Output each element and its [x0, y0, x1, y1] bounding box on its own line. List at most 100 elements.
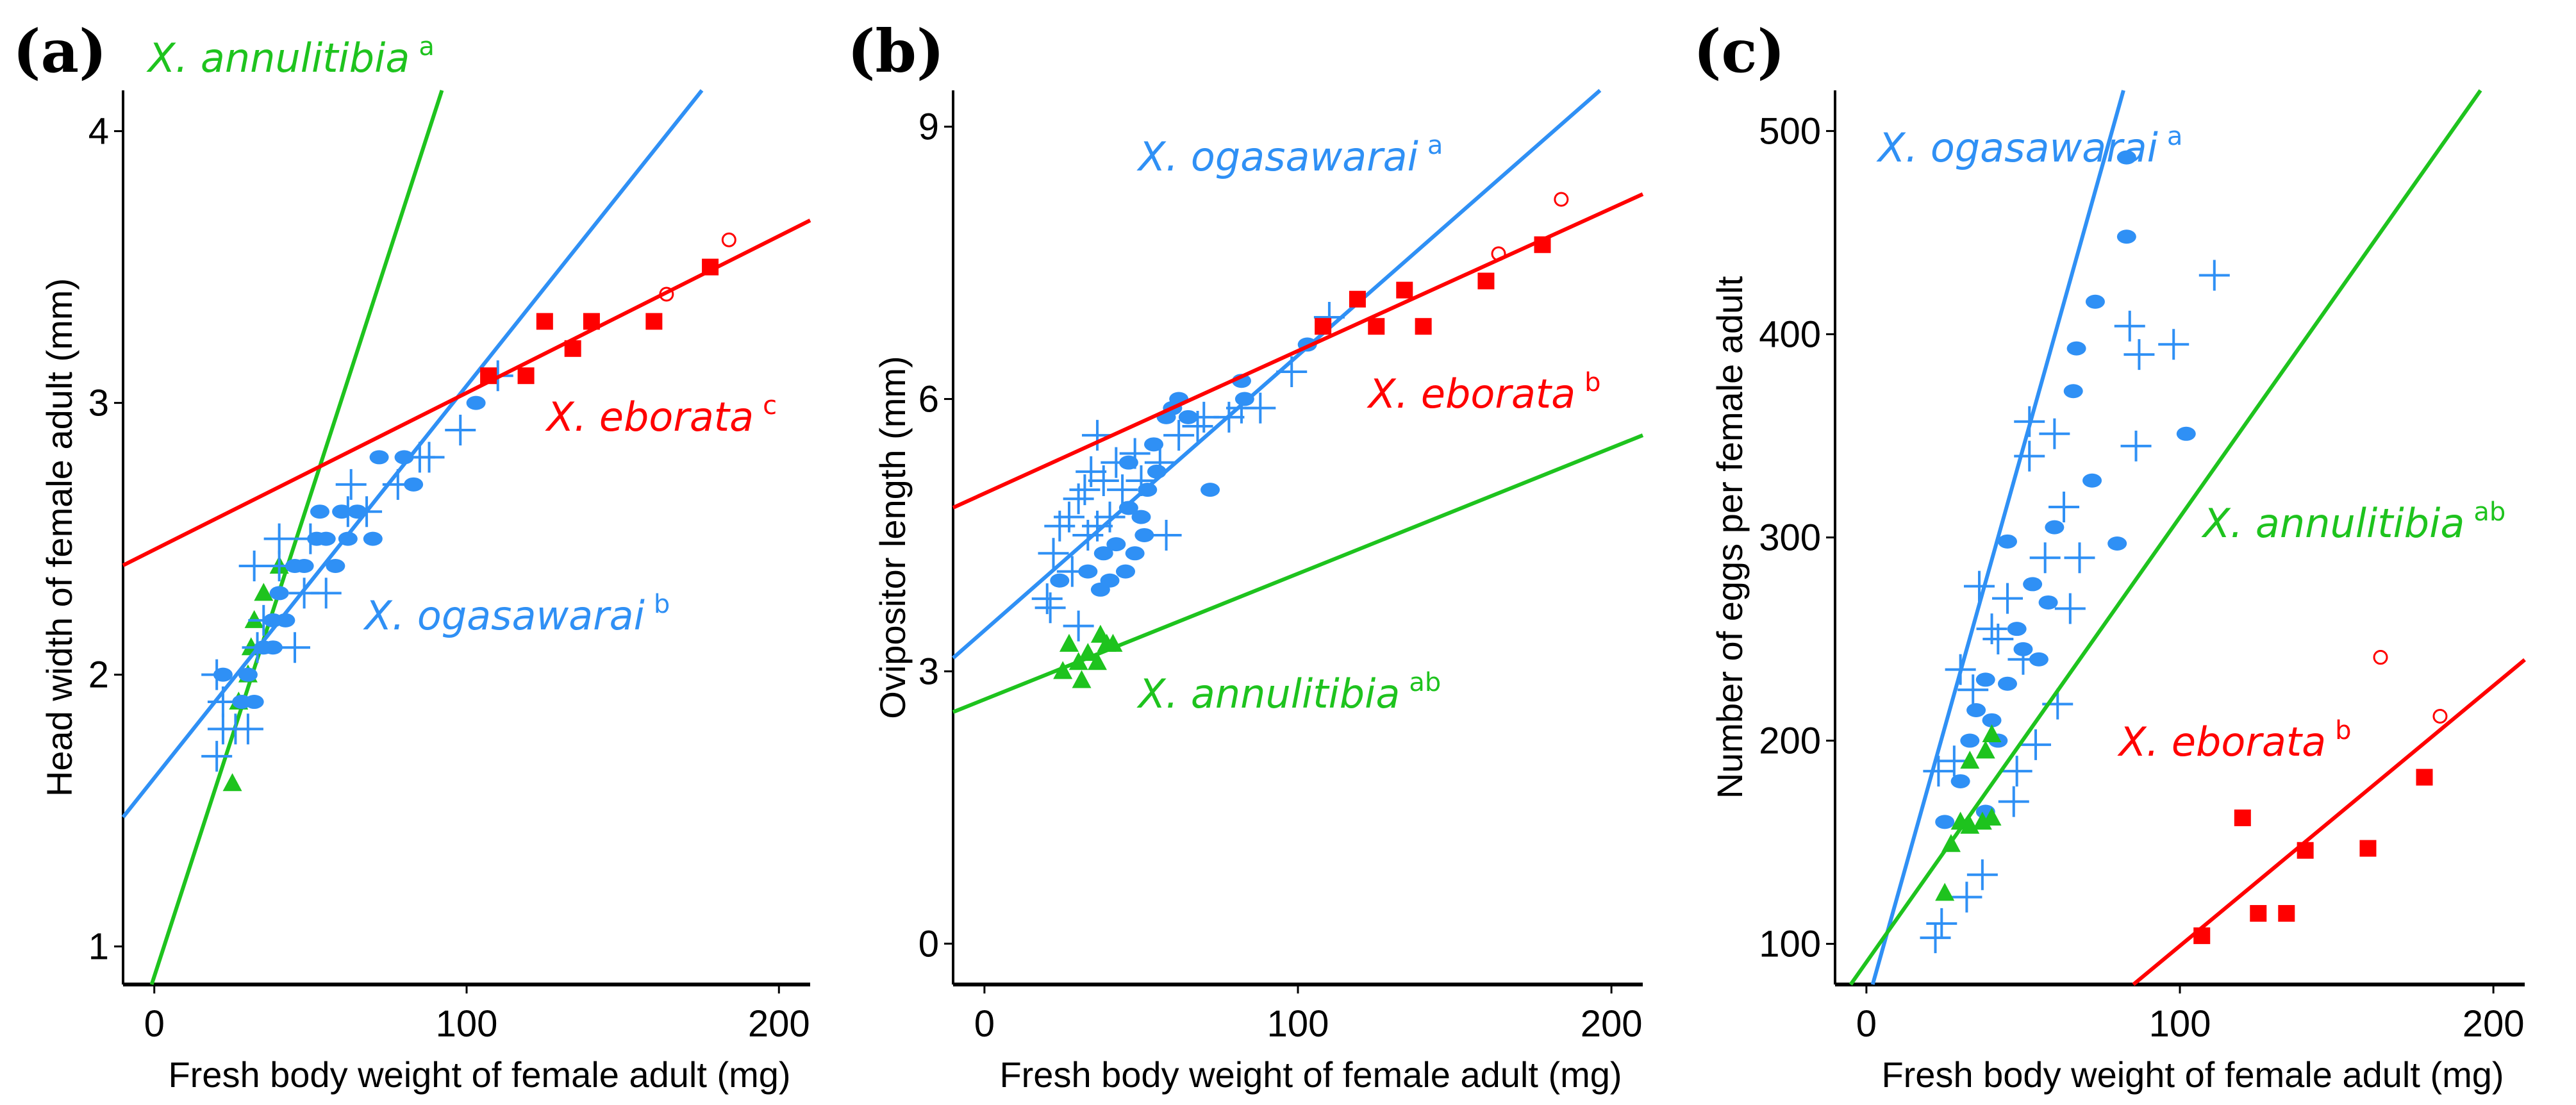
- dot-point: [1106, 537, 1126, 552]
- species-label-annulitibia: X. annulitibia a: [146, 32, 435, 81]
- species-label-ogasawarai: X. ogasawarai a: [1876, 122, 2182, 171]
- cross-point: [2048, 491, 2080, 522]
- x-tick-label: 0: [144, 1003, 165, 1045]
- dot-point: [1131, 510, 1151, 524]
- regression-line-eborata: [2132, 658, 2526, 986]
- regression-line-annulitibia: [1849, 89, 2482, 986]
- triangle-point: [1982, 808, 2002, 826]
- species-name: X. annulitibia: [1136, 670, 1400, 717]
- plot-content: [121, 89, 811, 985]
- species-name: X. ogasawarai: [1876, 124, 2158, 171]
- y-tick-label: 500: [1759, 110, 1821, 152]
- plot-content: [1849, 89, 2526, 986]
- triangle-point: [1072, 670, 1092, 688]
- series-annulitibia: [149, 90, 444, 985]
- series-eborata: [952, 192, 1644, 510]
- dot-point: [2038, 595, 2058, 610]
- y-axis-label: Head width of female adult (mm): [39, 278, 79, 797]
- regression-line-ogasawarai: [1870, 90, 2125, 985]
- dot-point: [1998, 534, 2017, 549]
- cross-point: [1976, 613, 2007, 645]
- significance-letter: c: [763, 391, 777, 420]
- cross-point: [1063, 610, 1094, 642]
- cross-point: [1069, 474, 1101, 506]
- dot-point: [1998, 676, 2017, 691]
- dot-point: [1982, 713, 2002, 727]
- cross-point: [2123, 339, 2155, 370]
- x-tick-label: 100: [1267, 1003, 1329, 1045]
- cross-point: [1920, 922, 1951, 954]
- y-tick-label: 0: [918, 923, 939, 965]
- cross-point: [1992, 583, 2023, 614]
- dot-point: [1078, 564, 1098, 579]
- regression-line-eborata: [952, 192, 1644, 510]
- species-label-annulitibia: X. annulitibia ab: [2201, 497, 2505, 547]
- open-circle-point: [721, 232, 736, 247]
- dot-point: [2013, 642, 2033, 656]
- cross-point: [1081, 510, 1113, 542]
- y-tick-label: 100: [1759, 924, 1821, 965]
- triangle-point: [254, 583, 274, 601]
- x-axis-label: Fresh body weight of female adult (mg): [999, 1054, 1622, 1095]
- cross-point: [1053, 501, 1084, 533]
- dot-point: [244, 695, 264, 710]
- square-point: [2359, 840, 2377, 857]
- dot-point: [2107, 536, 2127, 551]
- series-eborata: [122, 219, 811, 567]
- cross-point: [1063, 483, 1094, 515]
- y-tick-label: 1: [88, 926, 109, 968]
- dot-point: [2045, 520, 2065, 535]
- cross-point: [1031, 583, 1063, 615]
- open-circle-point: [1554, 192, 1569, 207]
- cross-point: [1038, 538, 1069, 569]
- dot-point: [238, 667, 258, 682]
- species-name: X. ogasawarai: [1136, 133, 1418, 180]
- dot-point: [2066, 341, 2086, 356]
- cross-point: [445, 415, 476, 446]
- open-circle-point: [2373, 650, 2388, 665]
- significance-letter: ab: [2473, 497, 2505, 527]
- cross-point: [1963, 570, 1995, 602]
- triangle-point: [222, 773, 242, 792]
- y-tick-label: 400: [1759, 313, 1821, 355]
- significance-letter: a: [419, 32, 435, 62]
- dot-point: [369, 450, 389, 465]
- dot-point: [1050, 573, 1070, 588]
- dot-point: [2176, 426, 2196, 441]
- regression-line-ogasawarai: [952, 88, 1602, 660]
- x-tick-label: 100: [2149, 1003, 2211, 1045]
- species-label-eborata: X. eborata c: [545, 391, 777, 440]
- regression-line-annulitibia: [952, 433, 1644, 714]
- series-ogasawarai: [1870, 90, 2230, 985]
- y-axis-label: Ovipositor length (mm): [872, 356, 913, 719]
- square-point: [2234, 810, 2251, 827]
- dot-point: [404, 477, 424, 492]
- cross-point: [2158, 329, 2190, 360]
- species-label-eborata: X. eborata b: [1367, 368, 1601, 417]
- dot-point: [2007, 622, 2027, 636]
- series-annulitibia: [1849, 89, 2482, 986]
- cross-point: [1163, 420, 1195, 451]
- x-tick-label: 0: [974, 1003, 995, 1045]
- dot-point: [2116, 150, 2136, 165]
- significance-letter: b: [1584, 368, 1600, 397]
- species-name: X. eborata: [545, 394, 754, 440]
- dot-point: [263, 640, 283, 655]
- dot-point: [2029, 652, 2048, 667]
- series-ogasawarai: [121, 89, 704, 818]
- panel-letter: (a): [13, 17, 107, 86]
- cross-point: [2114, 310, 2145, 342]
- triangle-point: [1982, 724, 2002, 743]
- y-tick-label: 300: [1759, 517, 1821, 559]
- square-point: [517, 367, 535, 385]
- significance-letter: b: [2335, 716, 2351, 745]
- square-point: [536, 313, 553, 330]
- y-tick-label: 6: [918, 379, 939, 420]
- y-tick-label: 3: [918, 651, 939, 692]
- cross-point: [1088, 465, 1119, 496]
- cross-point: [1072, 519, 1104, 551]
- dot-point: [1960, 733, 1980, 748]
- cross-point: [335, 469, 367, 500]
- cross-point: [2001, 756, 2032, 787]
